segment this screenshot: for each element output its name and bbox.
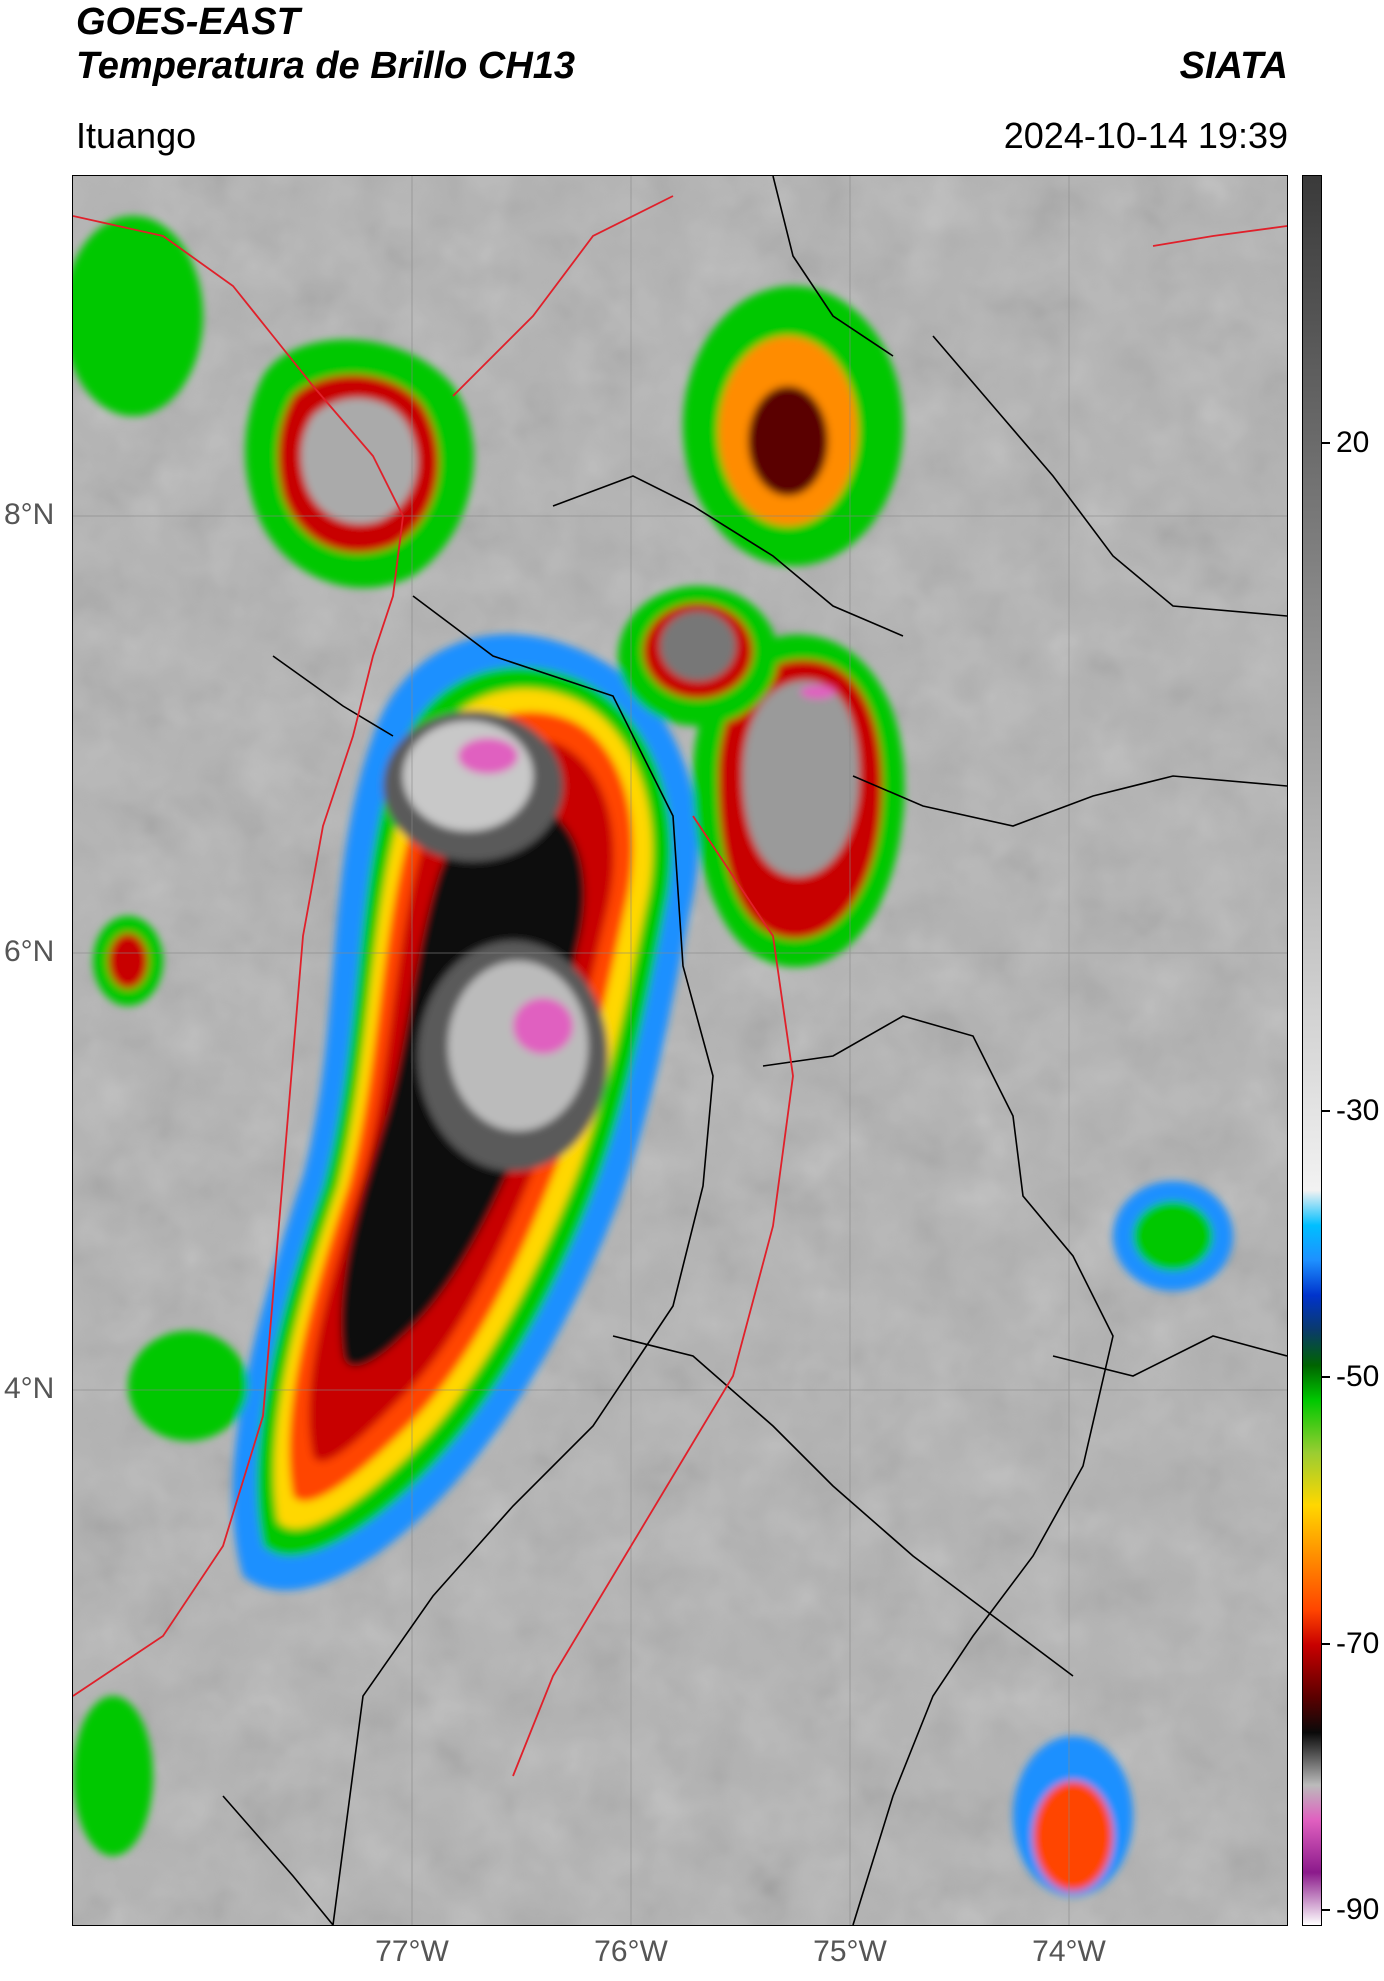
cb-tick-20: [1322, 442, 1330, 444]
country-borders: [73, 195, 1287, 1777]
lon-label-74w: 74°W: [1032, 1935, 1106, 1968]
colorbar-label-20: 20: [1336, 426, 1370, 459]
colorbar-label-m50: -50: [1336, 1360, 1380, 1393]
lon-label-77w: 77°W: [375, 1935, 449, 1968]
lon-label-76w: 76°W: [594, 1935, 668, 1968]
product-title: Temperatura de Brillo CH13: [76, 45, 576, 87]
satellite-map: [72, 175, 1288, 1926]
organization-label: SIATA: [1179, 45, 1288, 87]
cb-tick-m70: [1322, 1643, 1330, 1645]
location-label: Ituango: [76, 115, 197, 156]
lat-label-6n: 6°N: [4, 935, 55, 968]
lat-label-8n: 8°N: [4, 498, 55, 531]
gridlines: [73, 176, 1287, 1925]
colorbar-label-m30: -30: [1336, 1094, 1380, 1127]
lon-label-75w: 75°W: [813, 1935, 887, 1968]
lat-label-4n: 4°N: [4, 1372, 55, 1405]
temperature-colorbar: [1302, 175, 1322, 1926]
colorbar-label-m70: -70: [1336, 1627, 1380, 1660]
department-borders: [222, 176, 1287, 1925]
timestamp-label: 2024-10-14 19:39: [1003, 115, 1288, 156]
cold-cloud-tops: [73, 216, 1233, 1896]
cb-tick-m50: [1322, 1376, 1330, 1378]
satellite-title: GOES-EAST: [76, 1, 300, 43]
colorbar-label-m90: -90: [1336, 1893, 1380, 1926]
cb-tick-m90: [1322, 1909, 1330, 1911]
cb-tick-m30: [1322, 1110, 1330, 1112]
